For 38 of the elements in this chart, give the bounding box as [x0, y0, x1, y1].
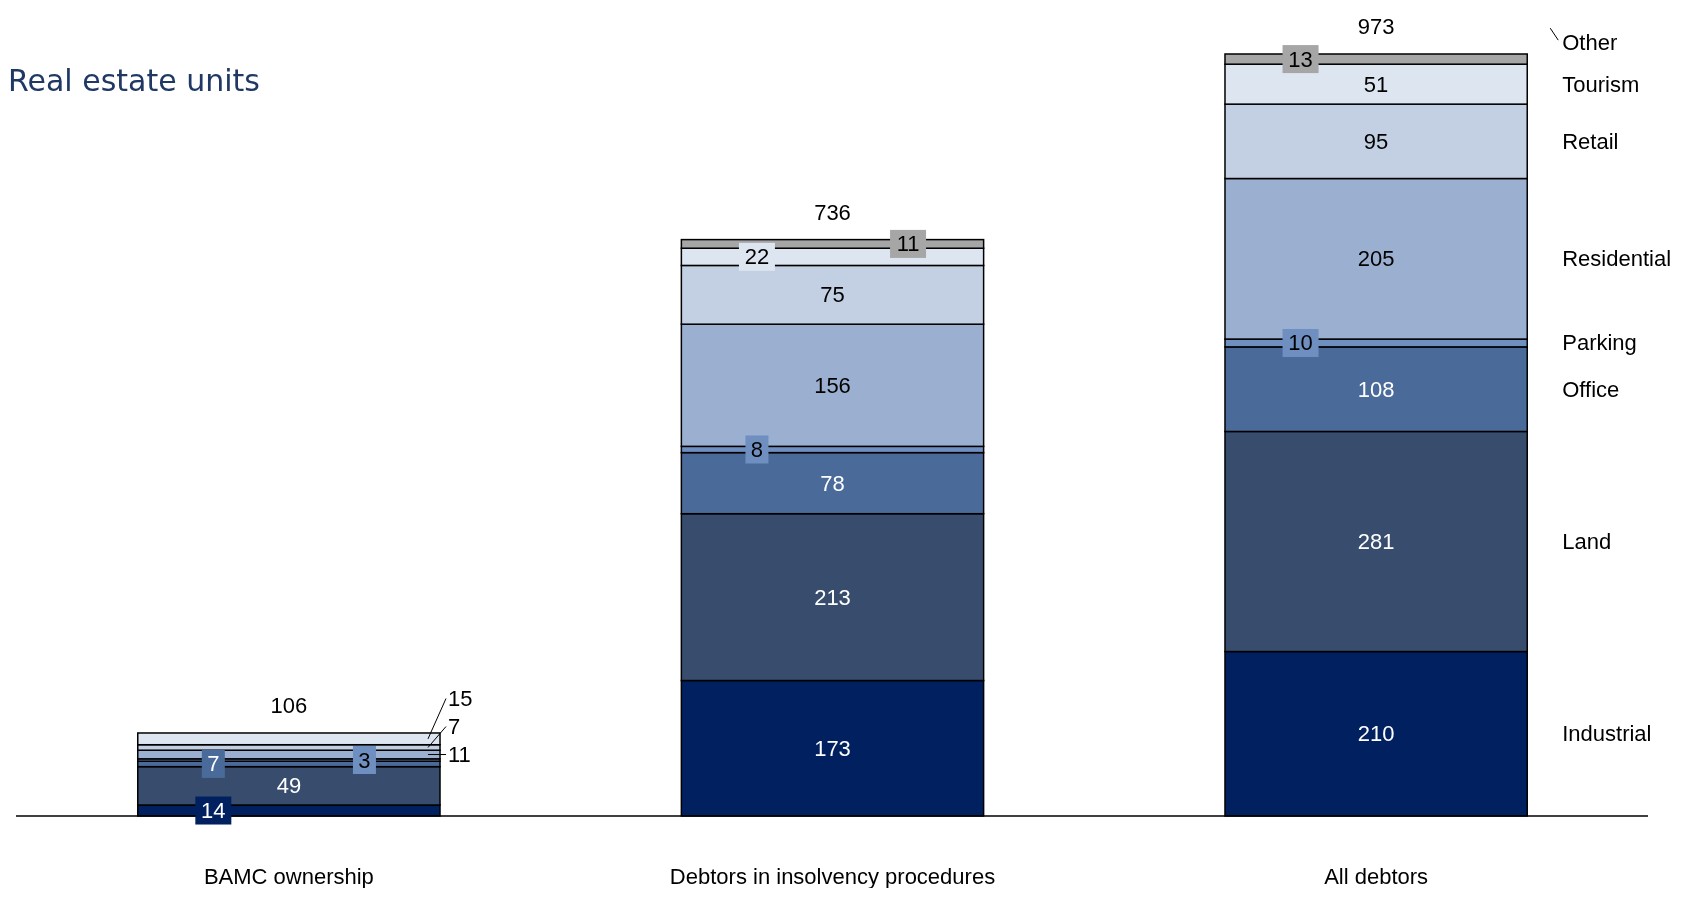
- x-tick-label: All debtors: [1324, 864, 1429, 889]
- data-label: 7: [448, 714, 461, 740]
- data-label: 11: [896, 231, 920, 257]
- data-label: 156: [814, 372, 851, 398]
- data-label: 173: [814, 735, 851, 761]
- data-label: 210: [1357, 721, 1395, 747]
- data-label: 10: [1288, 330, 1313, 356]
- x-tick-label: BAMC ownership: [203, 864, 374, 889]
- chart-title: Real estate units: [8, 63, 260, 98]
- data-label: 75: [820, 282, 845, 308]
- series-label: Parking: [1562, 330, 1637, 356]
- data-label: 11: [448, 742, 471, 768]
- data-label: 281: [1357, 529, 1395, 555]
- data-label: 7: [207, 751, 220, 777]
- data-label: 205: [1357, 246, 1395, 272]
- total-label: 973: [1357, 14, 1395, 39]
- data-label: 13: [1288, 46, 1313, 72]
- data-label: 95: [1363, 128, 1389, 154]
- data-label: 51: [1363, 71, 1389, 97]
- series-label: Office: [1562, 376, 1620, 402]
- data-label: 22: [744, 244, 770, 270]
- data-label: 213: [814, 584, 851, 610]
- series-label: Residential: [1562, 246, 1672, 272]
- total-label: 106: [270, 692, 308, 718]
- series-label: Land: [1562, 529, 1612, 555]
- data-label: 49: [276, 773, 302, 799]
- x-tick-label: Debtors in insolvency procedures: [669, 864, 996, 889]
- series-label: Industrial: [1562, 721, 1652, 747]
- data-label: 8: [750, 436, 764, 462]
- total-label: 736: [814, 199, 851, 225]
- series-label: Retail: [1562, 128, 1619, 154]
- data-label: 15: [448, 686, 473, 712]
- data-label: 14: [201, 798, 226, 824]
- legend-label: Other: [1562, 29, 1618, 55]
- series-label: Tourism: [1562, 71, 1640, 97]
- data-label: 3: [358, 747, 371, 773]
- data-label: 78: [820, 470, 845, 496]
- data-label: 108: [1357, 376, 1395, 402]
